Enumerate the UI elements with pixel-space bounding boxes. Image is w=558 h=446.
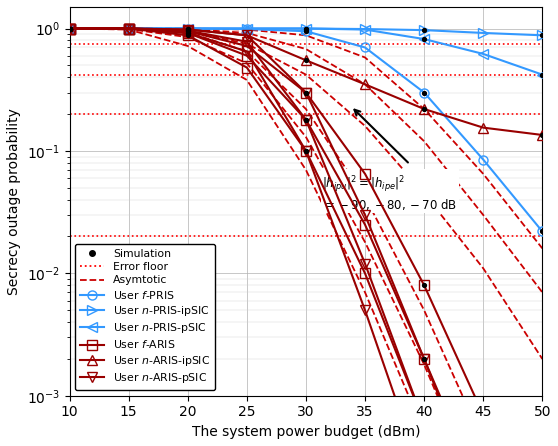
Legend: Simulation, Error floor, Asymtotic, User $f$-PRIS, User $n$-PRIS-ipSIC, User $n$: Simulation, Error floor, Asymtotic, User… <box>75 244 215 390</box>
Y-axis label: Secrecy outage probability: Secrecy outage probability <box>7 108 21 295</box>
Text: $|h_{ipu}|^2 = |h_{ipe}|^2$
$= -90,-80,-70$ dB: $|h_{ipu}|^2 = |h_{ipe}|^2$ $= -90,-80,-… <box>323 174 458 212</box>
X-axis label: The system power budget (dBm): The system power budget (dBm) <box>191 425 420 439</box>
